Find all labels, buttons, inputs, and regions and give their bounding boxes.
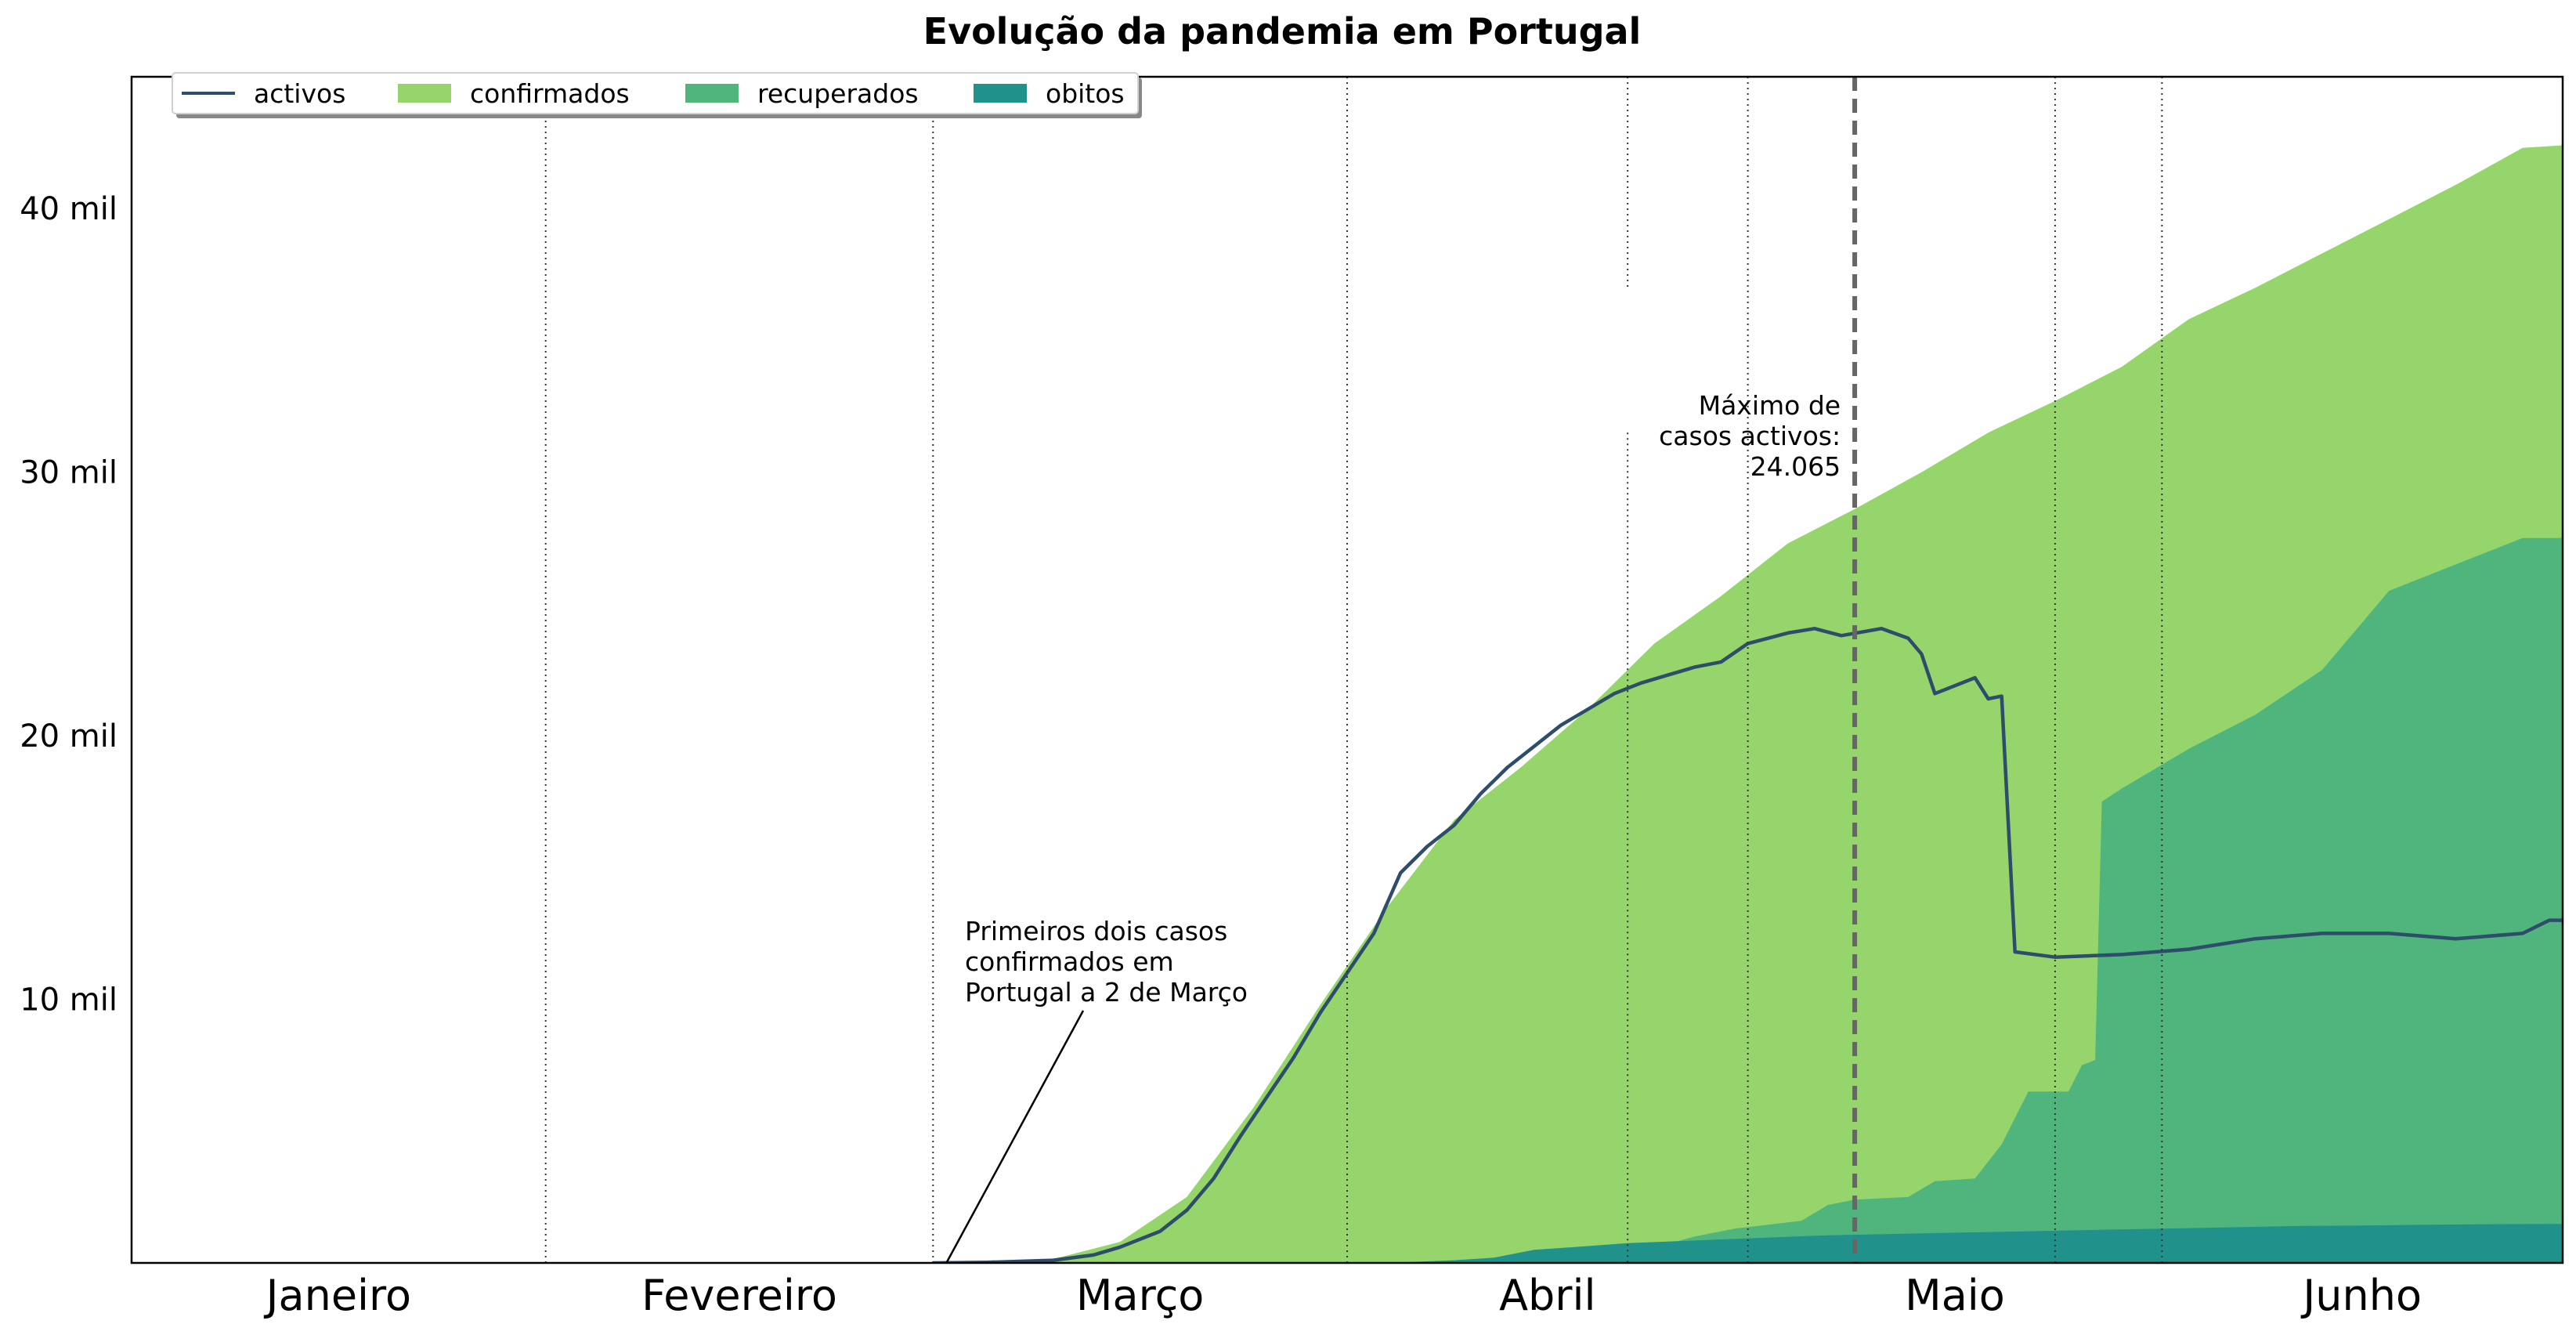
y-tick-label: 20 mil [20,718,117,754]
annotation-pointer-line [945,1010,1085,1264]
legend-swatch-obitos [974,84,1027,103]
annotation-max-active-line: 24.065 [1750,451,1841,482]
legend-swatch-confirmados [398,84,451,103]
annotation-first-cases-line: Portugal a 2 de Março [965,977,1248,1008]
x-month-label-fevereiro: Fevereiro [641,1271,837,1320]
legend-label-confirmados: confirmados [470,78,630,109]
x-month-label-abril: Abril [1499,1271,1595,1320]
annotation-first-cases-line: confirmados em [965,946,1174,977]
annotation-max-active-line: Máximo de [1699,390,1841,421]
x-month-label-junho: Junho [2300,1271,2422,1320]
legend: activos confirmados recuperados obitos [172,72,1142,118]
legend-label-recuperados: recuperados [757,78,919,109]
legend-label-obitos: obitos [1046,78,1125,109]
area-recuperados [1520,537,2563,1263]
annotation-first-cases-line: Primeiros dois casos [965,916,1227,946]
y-tick-label: 30 mil [20,455,117,491]
chart-title: Evolução da pandemia em Portugal [923,10,1642,52]
areas-group [933,145,2563,1263]
y-tick-label: 10 mil [20,982,117,1018]
area-obitos [1387,1224,2563,1263]
plot-frame [130,75,2564,1264]
x-month-label-marco: Março [1076,1271,1204,1320]
line-activos [933,627,2563,1263]
plot-area: 10 mil 20 mil 30 mil 40 mil Janeiro Fevereiro… [20,75,2564,1320]
legend-box [172,72,1139,114]
x-month-label-maio: Maio [1905,1271,2005,1320]
y-tick-label: 40 mil [20,191,117,227]
legend-swatch-recuperados [685,84,739,103]
annotation-max-active-line: casos activos: [1659,421,1841,451]
legend-label-activos: activos [254,78,345,109]
x-month-label-janeiro: Janeiro [264,1271,412,1320]
